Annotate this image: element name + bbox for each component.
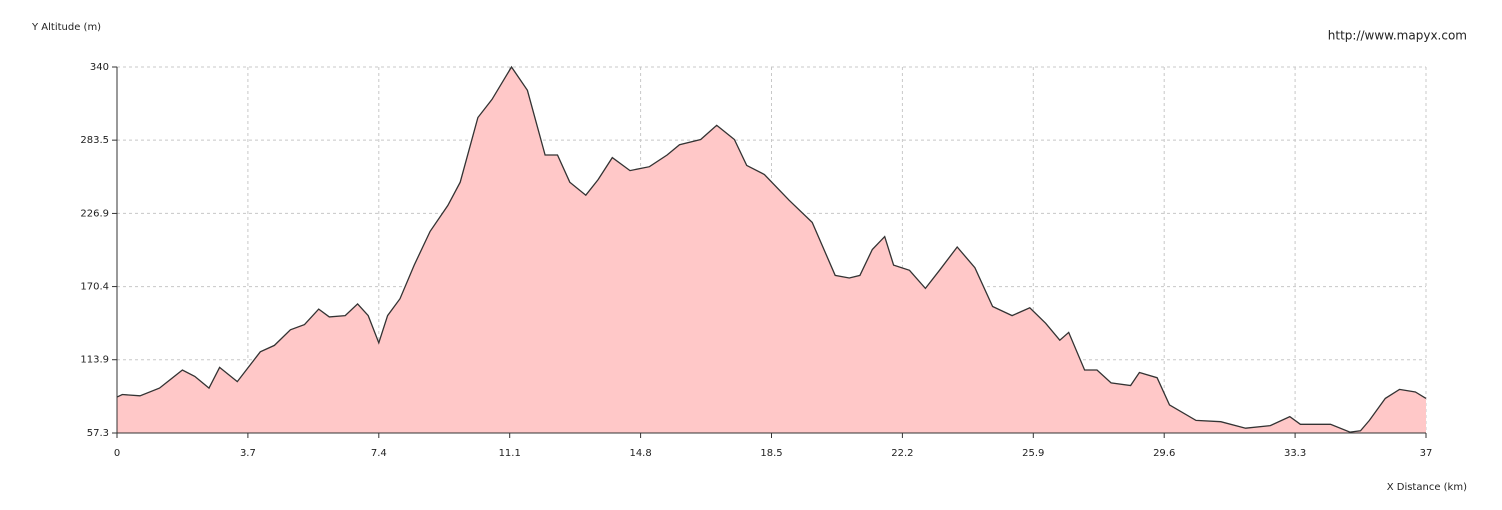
x-axis-label: X Distance (km) — [1387, 482, 1467, 493]
y-tick-label: 113.9 — [80, 355, 109, 366]
x-tick-label: 14.8 — [629, 448, 651, 459]
y-tick-label: 340 — [90, 62, 109, 73]
x-tick-label: 0 — [114, 448, 120, 459]
x-tick-label: 22.2 — [891, 448, 913, 459]
x-tick-label: 25.9 — [1022, 448, 1044, 459]
x-tick-label: 18.5 — [760, 448, 782, 459]
x-tick-label: 29.6 — [1153, 448, 1175, 459]
y-tick-label: 283.5 — [80, 135, 109, 146]
y-tick-label: 170.4 — [80, 282, 109, 293]
y-tick-label: 57.3 — [87, 428, 109, 439]
x-tick-label: 33.3 — [1284, 448, 1306, 459]
profile-line — [116, 65, 1427, 433]
source-label: http://www.mapyx.com — [1328, 29, 1467, 43]
x-tick-label: 7.4 — [371, 448, 387, 459]
y-axis-label: Y Altitude (m) — [31, 22, 101, 33]
x-tick-label: 11.1 — [499, 448, 521, 459]
area — [117, 67, 1426, 433]
x-tick-label: 3.7 — [240, 448, 256, 459]
x-tick-label: 37 — [1420, 448, 1433, 459]
y-tick-label: 226.9 — [80, 208, 109, 219]
